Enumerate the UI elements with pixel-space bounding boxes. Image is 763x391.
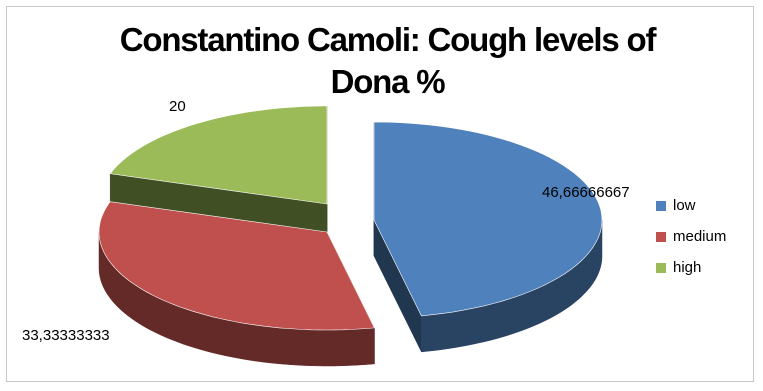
chart-title-line-2: Dona %	[330, 63, 446, 100]
legend-swatch-medium	[656, 231, 666, 242]
legend-label-medium: medium	[673, 228, 727, 245]
slice-high	[109, 105, 328, 205]
chart-title: Constantino Camoli: Cough levels of Dona…	[0, 19, 763, 103]
data-label-low: 46,66666667	[542, 184, 630, 201]
chart-title-line-1: Constantino Camoli: Cough levels of	[119, 21, 657, 58]
legend-swatch-high	[656, 262, 666, 273]
chart-legend: low medium high	[656, 190, 726, 283]
legend-swatch-low	[656, 200, 666, 211]
slice-medium	[98, 201, 375, 331]
legend-item-medium: medium	[656, 221, 726, 252]
slice-low	[373, 121, 603, 317]
data-label-high: 20	[169, 98, 186, 115]
data-label-medium: 33,33333333	[22, 327, 110, 344]
legend-item-low: low	[656, 190, 726, 221]
legend-label-high: high	[673, 259, 702, 276]
legend-label-low: low	[673, 197, 696, 214]
legend-item-high: high	[656, 252, 726, 283]
pie-tops	[98, 105, 603, 331]
